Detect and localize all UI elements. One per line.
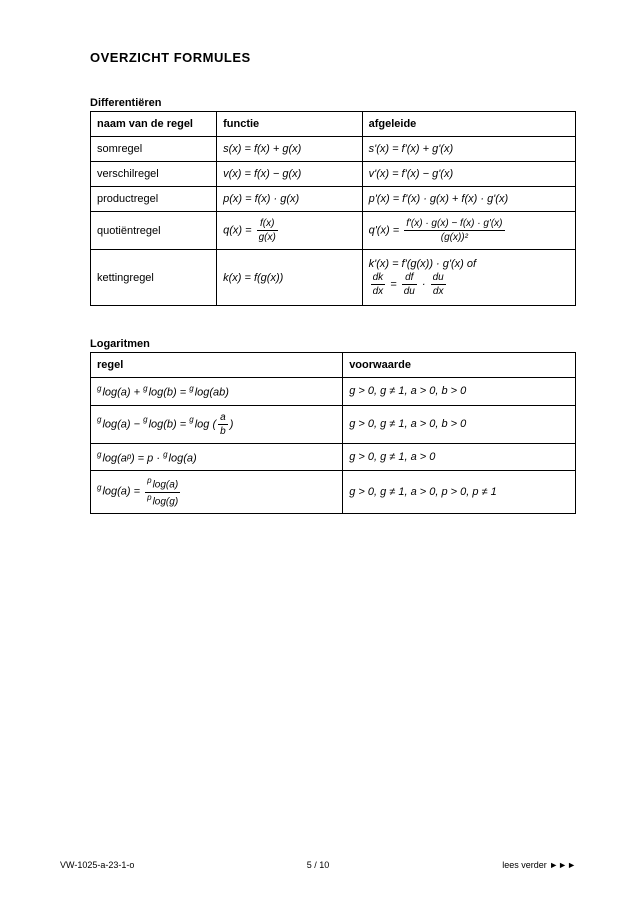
log-rule: glog(a) + glog(b) = glog(ab) bbox=[91, 378, 343, 406]
fraction: f(x) g(x) bbox=[255, 218, 280, 243]
table-row: kettingregel k(x) = f(g(x)) k'(x) = f'(g… bbox=[91, 250, 576, 306]
table-row: verschilregel v(x) = f(x) − g(x) v'(x) =… bbox=[91, 162, 576, 187]
log-rule: glog(a) − glog(b) = glog (ab) bbox=[91, 405, 343, 443]
diff-section-label: Differentiëren bbox=[90, 97, 576, 109]
rule-name: productregel bbox=[91, 187, 217, 212]
log-rule: glog(a) = plog(a) plog(g) bbox=[91, 471, 343, 514]
log-cond: g > 0, g ≠ 1, a > 0 bbox=[343, 443, 576, 471]
rule-deriv: s'(x) = f'(x) + g'(x) bbox=[362, 137, 575, 162]
page-footer: VW-1025-a-23-1-o 5 / 10 lees verder ►►► bbox=[60, 860, 576, 870]
footer-center: 5 / 10 bbox=[303, 860, 334, 870]
table-row: productregel p(x) = f(x) · g(x) p'(x) = … bbox=[91, 187, 576, 212]
fraction: f'(x) · g(x) − f(x) · g'(x) (g(x))² bbox=[402, 218, 506, 243]
rule-func: s(x) = f(x) + g(x) bbox=[217, 137, 363, 162]
col-cond: voorwaarde bbox=[343, 353, 576, 378]
rule-func: p(x) = f(x) · g(x) bbox=[217, 187, 363, 212]
table-row: somregel s(x) = f(x) + g(x) s'(x) = f'(x… bbox=[91, 137, 576, 162]
rule-func: k(x) = f(g(x)) bbox=[217, 250, 363, 306]
table-row: quotiëntregel q(x) = f(x) g(x) q'(x) = f… bbox=[91, 212, 576, 250]
log-rule: glog(aᵖ) = p · glog(a) bbox=[91, 443, 343, 471]
rule-deriv: p'(x) = f'(x) · g(x) + f(x) · g'(x) bbox=[362, 187, 575, 212]
table-row: glog(a) = plog(a) plog(g) g > 0, g ≠ 1, … bbox=[91, 471, 576, 514]
col-func: functie bbox=[217, 112, 363, 137]
table-header-row: regel voorwaarde bbox=[91, 353, 576, 378]
rule-deriv: v'(x) = f'(x) − g'(x) bbox=[362, 162, 575, 187]
diff-table: naam van de regel functie afgeleide somr… bbox=[90, 111, 576, 306]
col-name: naam van de regel bbox=[91, 112, 217, 137]
table-header-row: naam van de regel functie afgeleide bbox=[91, 112, 576, 137]
log-cond: g > 0, g ≠ 1, a > 0, p > 0, p ≠ 1 bbox=[343, 471, 576, 514]
page-title: OVERZICHT FORMULES bbox=[90, 50, 576, 65]
rule-func: q(x) = f(x) g(x) bbox=[217, 212, 363, 250]
log-table: regel voorwaarde glog(a) + glog(b) = glo… bbox=[90, 352, 576, 514]
table-row: glog(a) − glog(b) = glog (ab) g > 0, g ≠… bbox=[91, 405, 576, 443]
rule-name: quotiëntregel bbox=[91, 212, 217, 250]
col-rule: regel bbox=[91, 353, 343, 378]
rule-name: kettingregel bbox=[91, 250, 217, 306]
log-cond: g > 0, g ≠ 1, a > 0, b > 0 bbox=[343, 405, 576, 443]
col-deriv: afgeleide bbox=[362, 112, 575, 137]
rule-name: somregel bbox=[91, 137, 217, 162]
rule-name: verschilregel bbox=[91, 162, 217, 187]
table-row: glog(a) + glog(b) = glog(ab) g > 0, g ≠ … bbox=[91, 378, 576, 406]
log-cond: g > 0, g ≠ 1, a > 0, b > 0 bbox=[343, 378, 576, 406]
rule-deriv: q'(x) = f'(x) · g(x) − f(x) · g'(x) (g(x… bbox=[362, 212, 575, 250]
rule-func: v(x) = f(x) − g(x) bbox=[217, 162, 363, 187]
table-row: glog(aᵖ) = p · glog(a) g > 0, g ≠ 1, a >… bbox=[91, 443, 576, 471]
rule-deriv: k'(x) = f'(g(x)) · g'(x) of dkdx = dfdu … bbox=[362, 250, 575, 306]
log-section-label: Logaritmen bbox=[90, 338, 576, 350]
